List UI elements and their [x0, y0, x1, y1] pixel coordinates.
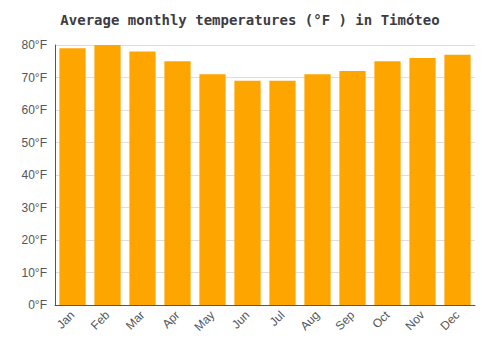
- svg-text:70°F: 70°F: [22, 71, 47, 85]
- svg-text:50°F: 50°F: [22, 136, 47, 150]
- svg-text:Dec: Dec: [437, 308, 462, 333]
- svg-text:Feb: Feb: [88, 308, 113, 333]
- svg-text:10°F: 10°F: [22, 266, 47, 280]
- svg-text:Jul: Jul: [267, 308, 288, 329]
- svg-text:80°F: 80°F: [22, 38, 47, 52]
- svg-text:Nov: Nov: [402, 308, 427, 333]
- svg-text:Jan: Jan: [54, 308, 78, 332]
- svg-text:Mar: Mar: [123, 308, 148, 332]
- svg-text:30°F: 30°F: [22, 201, 47, 215]
- svg-text:Aug: Aug: [297, 308, 322, 333]
- svg-text:Oct: Oct: [369, 308, 393, 332]
- svg-text:May: May: [192, 308, 218, 334]
- svg-text:Average monthly temperatures (: Average monthly temperatures (°F ) in Ti…: [60, 12, 439, 28]
- svg-text:20°F: 20°F: [22, 233, 47, 247]
- svg-text:0°F: 0°F: [28, 298, 47, 312]
- svg-text:Apr: Apr: [159, 308, 182, 331]
- svg-text:Sep: Sep: [332, 308, 357, 333]
- svg-text:40°F: 40°F: [22, 168, 47, 182]
- svg-text:60°F: 60°F: [22, 103, 47, 117]
- svg-text:Jun: Jun: [229, 308, 253, 332]
